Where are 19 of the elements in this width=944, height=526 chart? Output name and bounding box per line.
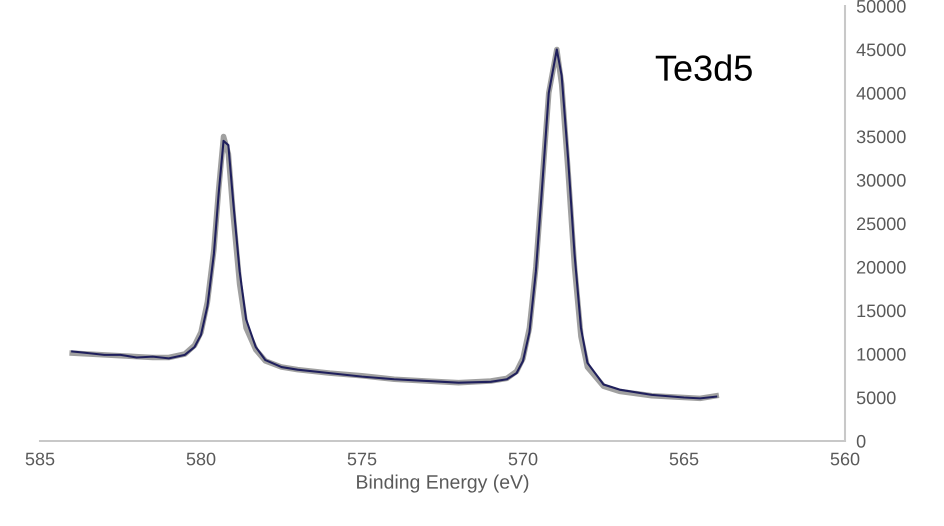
y-tick-label: 25000 xyxy=(857,217,906,230)
x-tick-label: 585 xyxy=(26,452,54,466)
x-tick-label: 580 xyxy=(186,452,216,466)
y-tick-label: 20000 xyxy=(857,260,906,274)
y-tick-label: 40000 xyxy=(856,86,906,100)
y-tick-label: 35000 xyxy=(856,130,906,144)
x-tick-label: 570 xyxy=(508,452,538,466)
y-tick-label: 15000 xyxy=(857,304,906,318)
annotation: Te3d5 xyxy=(656,54,752,81)
y-tick-label: 45000 xyxy=(856,43,906,56)
x-tick-label: 560 xyxy=(830,452,860,466)
y-tick-label: 30000 xyxy=(856,174,906,187)
x-tick-label: 575 xyxy=(348,452,376,466)
y-tick-label: 10000 xyxy=(857,348,906,361)
y-tick-label: 5000 xyxy=(856,391,896,404)
y-tick-label: 0 xyxy=(856,434,866,448)
x-axis-title: Binding Energy (eV) xyxy=(357,474,528,493)
y-tick-label: 50000 xyxy=(856,0,906,13)
x-tick-label: 565 xyxy=(670,452,698,466)
